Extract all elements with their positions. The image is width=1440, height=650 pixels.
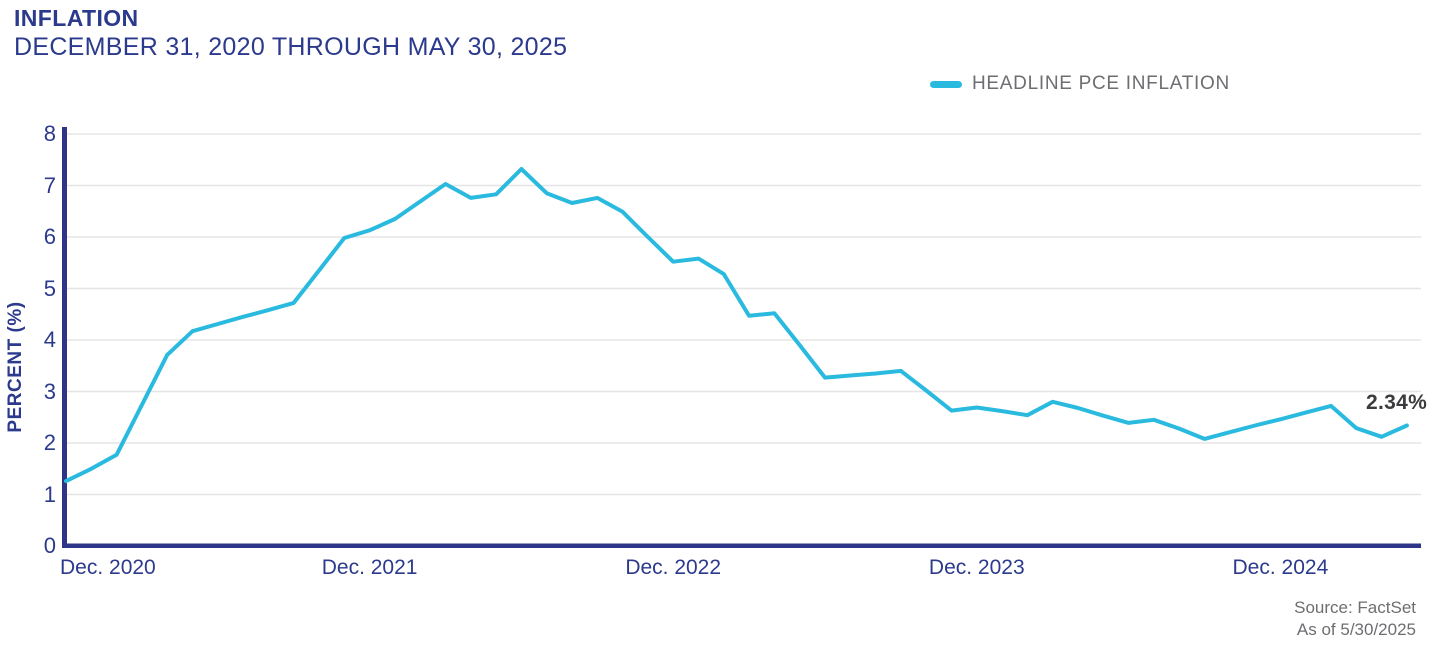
y-axis-tick-label: 4 <box>43 327 56 352</box>
y-axis-tick-label: 8 <box>43 121 56 146</box>
y-axis-tick-label: 7 <box>43 172 56 198</box>
source-line: Source: FactSet <box>1294 598 1416 617</box>
latest-value-label: 2.34% <box>1366 391 1428 414</box>
headline-pce-inflation-line <box>64 167 1409 484</box>
y-axis-title: PERCENT (%) <box>5 301 26 433</box>
legend-line-swatch-icon <box>930 80 962 88</box>
legend-label: HEADLINE PCE INFLATION <box>972 73 1230 94</box>
y-axis-tick-label: 1 <box>43 481 56 507</box>
as-of-line: As of 5/30/2025 <box>1296 620 1416 639</box>
y-axis-tick-label: 2 <box>43 430 56 455</box>
x-axis-tick-label: Dec. 2023 <box>928 556 1025 579</box>
y-axis-tick-label: 0 <box>43 533 56 558</box>
x-axis-tick-label: Dec. 2024 <box>1232 556 1329 579</box>
x-axis-tick-label: Dec. 2021 <box>321 556 418 579</box>
y-axis-line <box>62 127 67 548</box>
y-axis-tick-label: 5 <box>43 275 56 301</box>
legend: HEADLINE PCE INFLATION <box>930 73 1230 94</box>
x-axis-tick-label: Dec. 2020 <box>60 556 156 579</box>
source-note: Source: FactSet As of 5/30/2025 <box>1294 597 1416 641</box>
y-axis-tick-label: 3 <box>43 378 56 404</box>
chart-title: INFLATION <box>14 5 139 31</box>
x-axis-line <box>62 543 1421 548</box>
x-axis-tick-label: Dec. 2022 <box>625 556 722 579</box>
y-axis-tick-label: 6 <box>43 224 56 249</box>
chart-subtitle: DECEMBER 31, 2020 THROUGH MAY 30, 2025 <box>14 33 568 61</box>
